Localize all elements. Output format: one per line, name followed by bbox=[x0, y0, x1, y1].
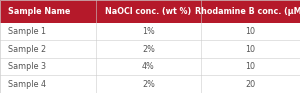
Text: 10: 10 bbox=[245, 27, 256, 36]
Text: Sample 3: Sample 3 bbox=[8, 62, 46, 71]
Text: 10: 10 bbox=[245, 45, 256, 54]
Text: Sample 1: Sample 1 bbox=[8, 27, 46, 36]
Bar bbox=[0, 40, 300, 58]
Text: 4%: 4% bbox=[142, 62, 155, 71]
Bar bbox=[0, 75, 300, 93]
Text: 1%: 1% bbox=[142, 27, 155, 36]
Bar bbox=[0, 23, 300, 40]
Text: 2%: 2% bbox=[142, 80, 155, 89]
Bar bbox=[0, 58, 300, 75]
Bar bbox=[0, 0, 300, 23]
Text: 2%: 2% bbox=[142, 45, 155, 54]
Text: Rhodamine B conc. (μM): Rhodamine B conc. (μM) bbox=[195, 7, 300, 16]
Text: Sample 4: Sample 4 bbox=[8, 80, 46, 89]
Text: Sample Name: Sample Name bbox=[8, 7, 70, 16]
Text: NaOCl conc. (wt %): NaOCl conc. (wt %) bbox=[105, 7, 192, 16]
Text: Sample 2: Sample 2 bbox=[8, 45, 46, 54]
Text: 20: 20 bbox=[245, 80, 256, 89]
Text: 10: 10 bbox=[245, 62, 256, 71]
